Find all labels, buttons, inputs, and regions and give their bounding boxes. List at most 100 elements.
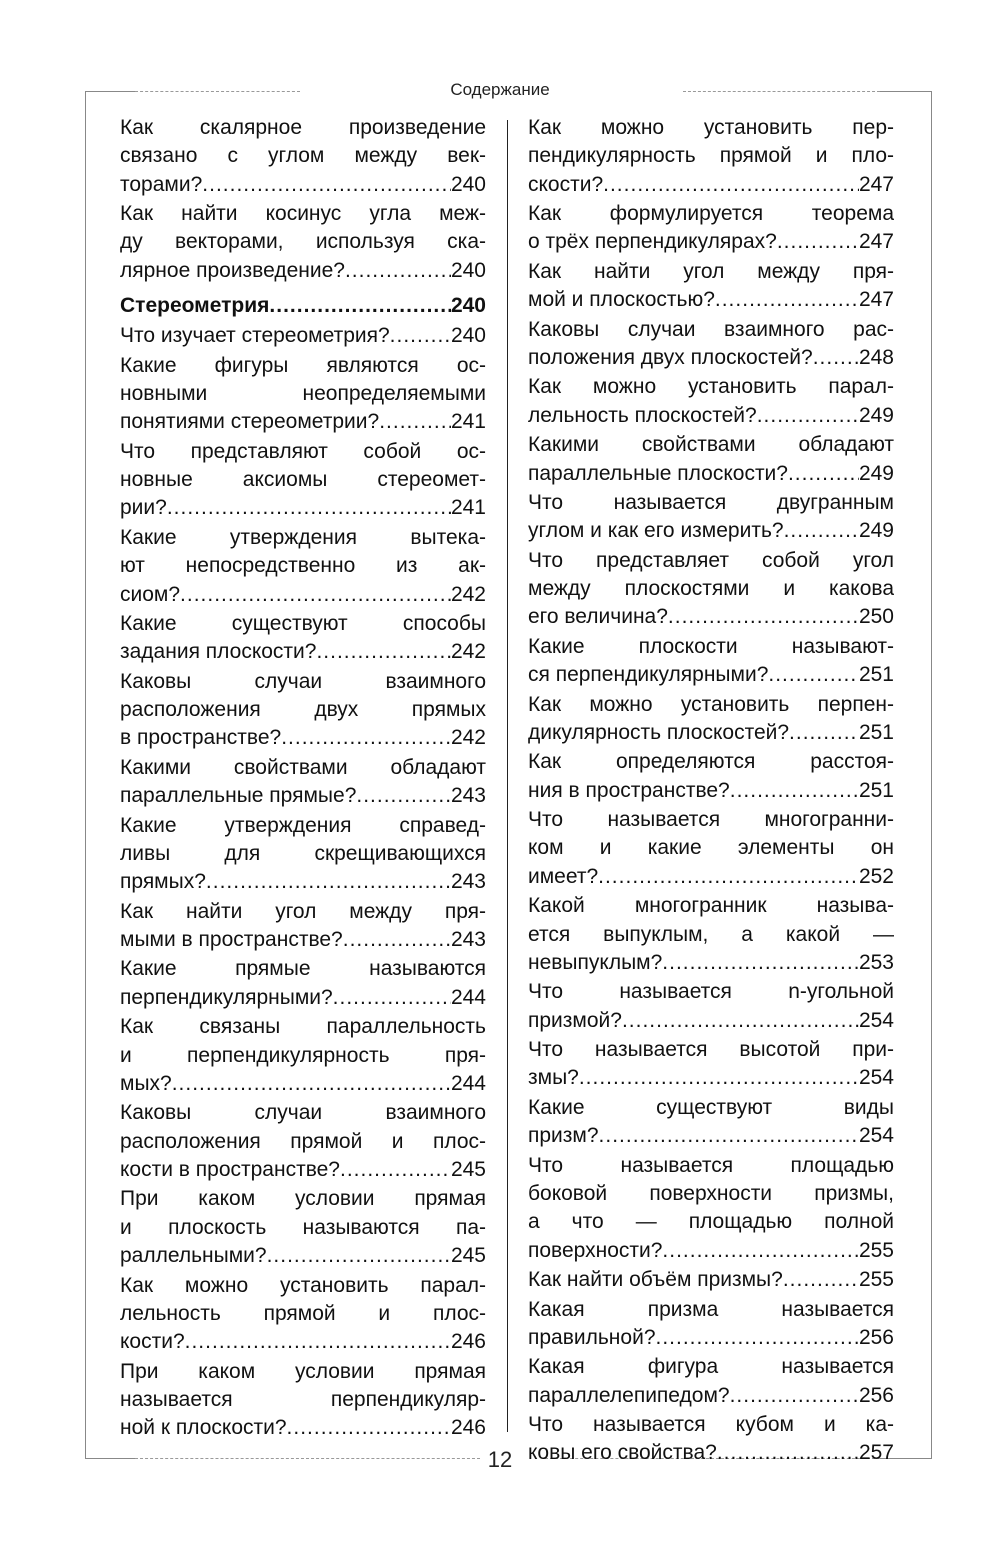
toc-page-number: 254 [858, 1124, 894, 1148]
toc-section-heading[interactable]: Стереометрия ...........................… [120, 292, 486, 320]
toc-entry-last-line: рии? ...................................… [120, 494, 486, 522]
toc-entry-line: Что называется высотой при- [528, 1038, 894, 1062]
toc-entry[interactable]: Как формулируется теорема о трёх перпенди… [528, 200, 894, 257]
toc-entry[interactable]: Как найти объём призмы? ................… [528, 1266, 894, 1294]
toc-entry[interactable]: Как можно установить перпен-дикулярность… [528, 691, 894, 748]
toc-entry[interactable]: Что представляет собой угол между плоскос… [528, 547, 894, 632]
toc-entry[interactable]: Что называется высотой при-змы? ........… [528, 1036, 894, 1093]
toc-entry[interactable]: Каковы случаи взаимного рас-положения дв… [528, 316, 894, 373]
toc-entry[interactable]: Какой многогранник называ-ется выпуклым,… [528, 892, 894, 977]
toc-entry[interactable]: Каковы случаи взаимного расположения двух… [120, 668, 486, 753]
toc-entry[interactable]: Какие прямые называются перпендикулярными… [120, 955, 486, 1012]
toc-entry[interactable]: Как найти угол между пря-мыми в простран… [120, 898, 486, 955]
toc-entry-text: лярное произведение? [120, 258, 345, 282]
page-number: 12 [487, 1447, 513, 1472]
toc-entry[interactable]: Как определяются расстоя-ния в пространс… [528, 748, 894, 805]
toc-entry-last-line: змы? ...................................… [528, 1064, 894, 1092]
toc-entry-text: кости в пространстве? [120, 1157, 340, 1181]
dot-leader: ........................................… [789, 720, 859, 744]
toc-entry[interactable]: Как можно установить парал-лельность пря… [120, 1272, 486, 1357]
toc-entry[interactable]: Как можно установить пер-пендикулярность… [528, 114, 894, 199]
dot-leader: ........................................… [756, 403, 859, 427]
toc-entry-line: ют непосредственно из ак- [120, 554, 486, 578]
toc-entry[interactable]: Какая призма называется правильной? .....… [528, 1296, 894, 1353]
toc-entry-last-line: в пространстве? ........................… [120, 724, 486, 752]
toc-page-number: 255 [858, 1238, 894, 1262]
toc-entry-text: имеет? [528, 864, 599, 888]
toc-entry-last-line: Что изучает стереометрия? ..............… [120, 322, 486, 350]
running-header: Содержание [450, 80, 550, 99]
toc-entry-line: Как можно установить перпен- [528, 692, 894, 716]
dot-leader: ........................................… [662, 1238, 859, 1262]
toc-entry-line: и плоскость называются па- [120, 1215, 486, 1239]
toc-entry-line: Как найти угол между пря- [528, 259, 894, 283]
toc-entry[interactable]: Какие утверждения справед-ливы для скрещ… [120, 812, 486, 897]
toc-entry[interactable]: Какая фигура называется параллелепипедом?… [528, 1353, 894, 1410]
toc-entry-line: Какими свойствами обладают [120, 755, 486, 779]
toc-entry[interactable]: При каком условии прямая называется перпе… [120, 1358, 486, 1443]
toc-entry[interactable]: Что изучает стереометрия? ..............… [120, 322, 486, 350]
toc-entry-line: Каковы случаи взаимного [120, 669, 486, 693]
toc-entry[interactable]: Как найти угол между пря-мой и плоскость… [528, 258, 894, 315]
toc-entry[interactable]: При каком условии прямая и плоскость назы… [120, 1185, 486, 1270]
toc-page-number: 243 [450, 870, 486, 894]
toc-entry-text: Что изучает стереометрия? [120, 324, 390, 348]
toc-page-number: 248 [858, 345, 894, 369]
toc-entry[interactable]: Какие существуют способы задания плоскост… [120, 610, 486, 667]
toc-entry[interactable]: Какими свойствами обладают параллельные п… [120, 754, 486, 811]
toc-entry[interactable]: Какие плоскости называют-ся перпендикуля… [528, 633, 894, 690]
toc-entry[interactable]: Какие существуют виды призм? ............… [528, 1094, 894, 1151]
dot-leader: ........................................… [578, 1066, 859, 1090]
toc-entry-last-line: призм? .................................… [528, 1122, 894, 1150]
dot-leader: ........................................… [667, 605, 859, 629]
toc-entry[interactable]: Какие фигуры являются ос-новными неопред… [120, 352, 486, 437]
toc-entry-text: углом и как его измерить? [528, 519, 784, 543]
toc-page-number: 249 [858, 519, 894, 543]
dot-leader: ........................................… [714, 288, 859, 312]
dot-leader: ........................................… [603, 172, 859, 196]
dot-leader: ........................................… [171, 1071, 451, 1095]
toc-entry[interactable]: Как найти косинус угла меж-ду векторами,… [120, 200, 486, 285]
toc-entry-last-line: лельность плоскостей? ..................… [528, 402, 894, 430]
toc-page-number: 244 [450, 985, 486, 1009]
toc-entry[interactable]: Что называется n-угольной призмой? ......… [528, 978, 894, 1035]
toc-entry[interactable]: Что называется двугранным углом и как его… [528, 489, 894, 546]
toc-page-number: 249 [858, 461, 894, 485]
toc-entry[interactable]: Что представляют собой ос-новные аксиомы… [120, 438, 486, 523]
toc-entry-text: Стереометрия [120, 293, 270, 317]
toc-entry-last-line: углом и как его измерить? ..............… [528, 517, 894, 545]
toc-entry[interactable]: Как связаны параллельность и перпендикуля… [120, 1013, 486, 1098]
toc-entry-line: Какие прямые называются [120, 957, 486, 981]
toc-entry-line: Какой многогранник называ- [528, 894, 894, 918]
toc-entry-line: Как определяются расстоя- [528, 750, 894, 774]
toc-entry[interactable]: Что называется площадью боковой поверхнос… [528, 1152, 894, 1265]
toc-entry[interactable]: Какими свойствами обладают параллельные п… [528, 431, 894, 488]
toc-entry[interactable]: Каковы случаи взаимного расположения прям… [120, 1099, 486, 1184]
toc-entry-text: о трёх перпендикулярах? [528, 230, 777, 254]
toc-entry-text: параллельные плоскости? [528, 461, 788, 485]
dot-leader: ........................................… [598, 864, 859, 888]
toc-entry-line: Что называется кубом и ка- [528, 1413, 894, 1437]
toc-entry-text: невыпуклым? [528, 950, 663, 974]
toc-entry[interactable]: Какие утверждения вытека-ют непосредстве… [120, 524, 486, 609]
toc-entry-text: мыми в пространстве? [120, 928, 343, 951]
toc-page-number: 241 [450, 410, 486, 434]
toc-right-column: Как можно установить пер-пендикулярность… [528, 114, 894, 1469]
dot-leader: ........................................… [662, 950, 859, 974]
toc-entry-text: понятиями стереометрии? [120, 410, 380, 434]
toc-entry-text: в пространстве? [120, 726, 282, 750]
toc-entry[interactable]: Как можно установить парал-лельность пло… [528, 373, 894, 430]
dot-leader: ........................................… [184, 1330, 451, 1354]
toc-entry-text: лельность плоскостей? [528, 403, 757, 427]
toc-entry[interactable]: Что называется многогранни-ком и какие э… [528, 806, 894, 891]
toc-entry-last-line: мых? ...................................… [120, 1070, 486, 1098]
toc-entry[interactable]: Как скалярное произведение связано с угло… [120, 114, 486, 199]
dot-leader: ........................................… [205, 870, 451, 894]
toc-entry-text: кости? [120, 1330, 185, 1354]
toc-entry-last-line: перпендикулярными? .....................… [120, 984, 486, 1012]
toc-entry-text: ной к плоскости? [120, 1416, 287, 1440]
toc-entry-last-line: ся перпендикулярными? ..................… [528, 661, 894, 689]
toc-entry[interactable]: Что называется кубом и ка-ковы его свойс… [528, 1411, 894, 1468]
toc-entry-line: и перпендикулярность пря- [120, 1043, 486, 1067]
toc-entry-last-line: сиом? ..................................… [120, 581, 486, 609]
